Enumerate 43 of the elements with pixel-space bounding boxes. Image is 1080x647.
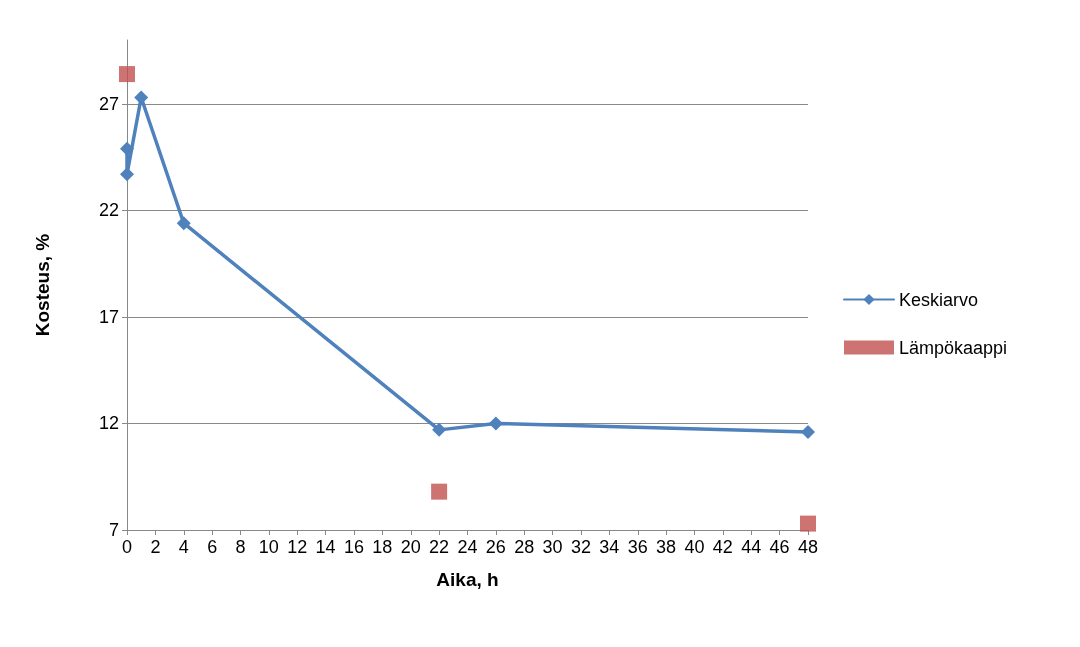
point	[176, 216, 191, 231]
point	[488, 416, 503, 431]
x-tick-label: 18	[372, 537, 393, 557]
point	[119, 66, 135, 83]
point	[120, 167, 134, 182]
x-axis-title: Aika, h	[436, 569, 499, 590]
y-tick-label: 12	[98, 413, 119, 434]
point	[120, 141, 134, 156]
x-tick-label: 20	[400, 537, 421, 557]
point	[800, 515, 816, 532]
x-tick-label: 34	[599, 537, 620, 557]
legend-label: Lämpökaappi	[899, 337, 1008, 358]
point	[431, 483, 448, 500]
point	[432, 422, 447, 437]
y-tick-label: 17	[98, 306, 119, 327]
x-tick-label: 28	[514, 537, 535, 557]
y-tick-label: 7	[108, 520, 119, 540]
x-tick-label: 22	[429, 537, 450, 557]
x-tick-label: 16	[343, 537, 365, 557]
x-tick-label: 8	[235, 537, 246, 557]
x-tick-label: 0	[121, 537, 133, 557]
x-tick-label: 4	[178, 537, 189, 557]
x-tick-label: 32	[570, 537, 592, 557]
x-tick-label: 44	[741, 537, 762, 557]
x-tick-label: 36	[627, 537, 648, 557]
x-tick-label: 38	[656, 537, 677, 557]
y-tick-label: 27	[98, 93, 119, 114]
x-tick-label: 46	[769, 537, 790, 557]
x-tick-label: 10	[258, 537, 279, 557]
x-tick-label: 2	[150, 537, 161, 557]
x-tick-label: 12	[287, 537, 308, 557]
x-tick-label: 26	[485, 537, 506, 557]
x-tick-label: 40	[684, 537, 705, 557]
y-tick-label: 22	[98, 200, 119, 221]
x-tick-label: 42	[712, 537, 733, 557]
x-tick-label: 48	[797, 537, 819, 557]
x-tick-label: 6	[207, 537, 218, 557]
x-tick-label: 30	[542, 537, 563, 557]
y-axis-title: Kosteus, %	[32, 233, 53, 337]
x-tick-label: 24	[457, 537, 478, 557]
point	[801, 425, 815, 439]
x-tick-label: 14	[315, 537, 336, 557]
legend-label: Keskiarvo	[899, 289, 979, 310]
